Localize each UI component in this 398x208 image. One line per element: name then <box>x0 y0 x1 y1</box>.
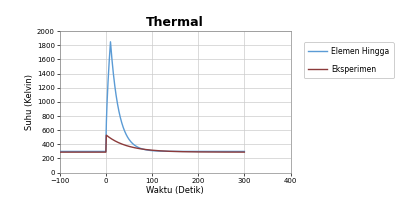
Eksperimen <box>148 149 152 151</box>
Eksperimen <box>103 148 108 150</box>
Elemen Hingga <box>242 150 247 153</box>
Eksperimen <box>104 134 109 136</box>
Elemen Hingga <box>105 99 109 101</box>
Elemen Hingga <box>191 150 196 153</box>
Line: Elemen Hingga: Elemen Hingga <box>60 42 244 151</box>
Elemen Hingga <box>119 120 124 123</box>
X-axis label: Waktu (Detik): Waktu (Detik) <box>146 186 204 195</box>
Eksperimen <box>115 141 119 143</box>
Eksperimen <box>57 151 62 153</box>
Eksperimen <box>242 151 247 153</box>
Eksperimen <box>104 134 109 137</box>
Elemen Hingga <box>111 72 116 75</box>
Title: Thermal: Thermal <box>146 16 204 29</box>
Line: Eksperimen: Eksperimen <box>60 135 244 152</box>
Eksperimen <box>113 140 117 142</box>
Elemen Hingga <box>104 124 109 126</box>
Elemen Hingga <box>57 150 62 153</box>
Eksperimen <box>104 143 109 145</box>
Elemen Hingga <box>108 41 113 43</box>
Y-axis label: Suhu (Kelvin): Suhu (Kelvin) <box>25 74 34 130</box>
Elemen Hingga <box>119 122 124 124</box>
Legend: Elemen Hingga, Eksperimen: Elemen Hingga, Eksperimen <box>304 42 394 78</box>
